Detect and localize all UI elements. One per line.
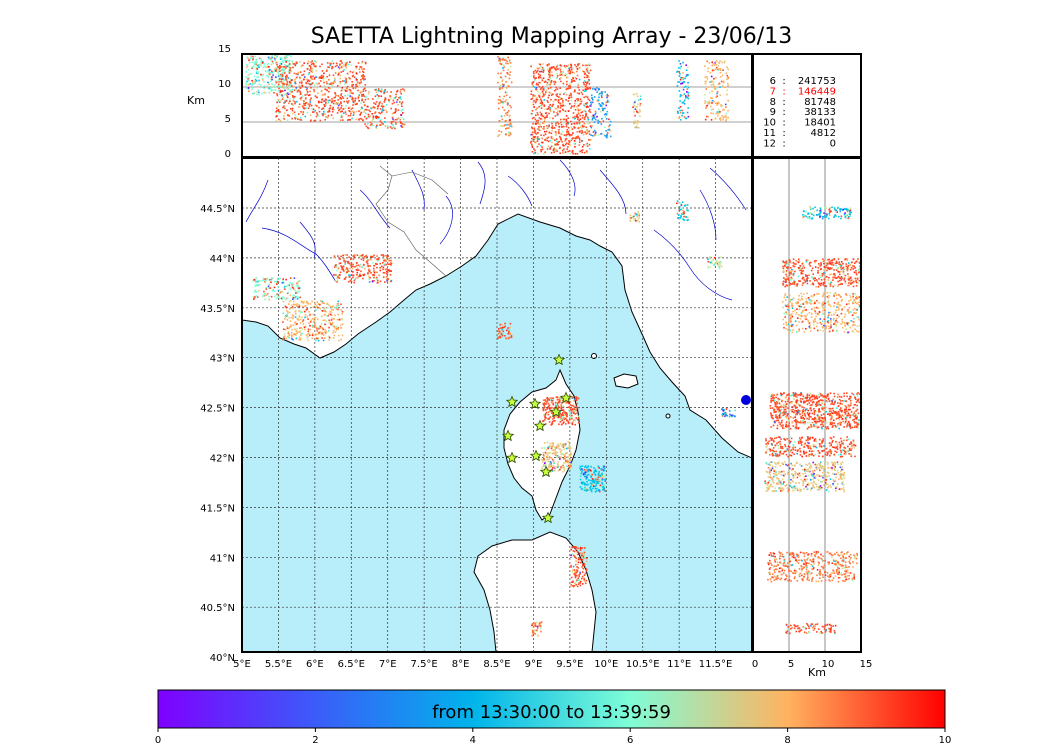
- latitude-label: 41.5°N: [200, 503, 235, 514]
- station-star-icon: [505, 395, 519, 408]
- longitude-label: 9°E: [525, 659, 543, 670]
- station-id: 11: [763, 128, 776, 139]
- map-graticule: [242, 158, 752, 652]
- altitude-lightning-sources: [245, 54, 730, 155]
- station-count-list: 6: 241753 7: 146449 8: 81748 9: 38133 10: 18401 11…: [763, 76, 836, 149]
- station-star-icon: [559, 391, 573, 404]
- colorbar-tick-label: 2: [312, 735, 318, 746]
- altitude-panel: Km 15 10 5 0: [187, 44, 753, 160]
- altitude-tick-label: 15: [218, 44, 231, 55]
- station-star-icon: [552, 353, 566, 366]
- station-separator: :: [782, 128, 785, 139]
- colorbar-tick-label: 0: [155, 735, 161, 746]
- capraia-island: [591, 353, 597, 359]
- colorbar-tick-label: 10: [939, 735, 952, 746]
- station-id: 9: [770, 107, 776, 118]
- longitude-label: 6°E: [306, 659, 324, 670]
- latitude-label: 41°N: [210, 553, 235, 564]
- station-id: 7: [770, 86, 776, 97]
- station-separator: :: [782, 97, 785, 108]
- latitude-label: 42°N: [210, 454, 235, 465]
- side-tick-label: 10: [822, 659, 835, 670]
- station-count: 81748: [804, 97, 836, 108]
- latitude-label: 44°N: [210, 254, 235, 265]
- country-borders: [375, 165, 449, 277]
- longitude-label: 7.5°E: [411, 659, 438, 670]
- lma-stations: [501, 353, 573, 524]
- station-star-icon: [529, 449, 543, 462]
- altitude-axis-label: Km: [187, 94, 205, 107]
- colorbar-tick-label: 8: [784, 735, 790, 746]
- station-id: 6: [770, 76, 776, 87]
- side-tick-label: 0: [752, 659, 758, 670]
- station-count-box: 6: 241753 7: 146449 8: 81748 9: 38133 10: 18401 11…: [752, 53, 862, 158]
- station-id: 8: [770, 97, 776, 108]
- altitude-tick-label: 5: [225, 114, 231, 125]
- station-star-icon: [541, 511, 555, 524]
- station-star-icon: [501, 429, 515, 442]
- longitude-label: 11°E: [667, 659, 691, 670]
- station-star-icon: [549, 405, 563, 418]
- longitude-label: 5°E: [233, 659, 251, 670]
- figure-title: SAETTA Lightning Mapping Array - 23/06/1…: [310, 24, 793, 49]
- latitude-label: 43.5°N: [200, 304, 235, 315]
- station-star-icon: [533, 419, 547, 432]
- colorbar-tick-label: 4: [470, 735, 476, 746]
- longitude-label: 10.5°E: [626, 659, 660, 670]
- station-count: 0: [830, 138, 836, 149]
- giglio-island: [665, 413, 671, 419]
- station-count: 146449: [798, 86, 836, 97]
- longitude-label: 10°E: [594, 659, 618, 670]
- longitude-label: 5.5°E: [265, 659, 292, 670]
- station-count: 38133: [804, 107, 836, 118]
- latitude-label: 40.5°N: [200, 603, 235, 614]
- longitude-label: 8.5°E: [483, 659, 510, 670]
- longitude-label: 8°E: [452, 659, 470, 670]
- station-star-icon: [539, 465, 553, 478]
- latitude-labels: 44.5°N 44°N 43.5°N 43°N 42.5°N 42°N 41.5°N 41°N…: [200, 204, 235, 664]
- station-id: 10: [763, 118, 776, 129]
- reference-marker: [741, 395, 751, 405]
- side-tick-label: 15: [860, 659, 873, 670]
- time-colorbar: 0 2 4 6 8 10: [155, 689, 952, 746]
- station-separator: :: [782, 76, 785, 87]
- side-lightning-sources: [764, 206, 861, 635]
- longitude-label: 7°E: [379, 659, 397, 670]
- colorbar-title: from 13:30:00 to 13:39:59: [432, 702, 671, 723]
- longitude-label: 6.5°E: [338, 659, 365, 670]
- map-lightning-sources: [252, 200, 736, 637]
- latitude-label: 42.5°N: [200, 404, 235, 415]
- station-separator: :: [782, 86, 785, 97]
- altitude-tick-label: 10: [218, 79, 231, 90]
- station-star-icon: [528, 397, 542, 410]
- station-separator: :: [782, 118, 785, 129]
- station-separator: :: [782, 107, 785, 118]
- longitude-label: 9.5°E: [556, 659, 583, 670]
- map-panel: 44.5°N 44°N 43.5°N 43°N 42.5°N 42°N 41.5°N 41°N…: [200, 157, 753, 670]
- rivers: [245, 159, 747, 301]
- longitude-labels: 5°E 5.5°E 6°E 6.5°E 7°E 7.5°E 8°E 8.5°E 9°E 9.5°E…: [233, 659, 732, 670]
- latitude-label: 40°N: [210, 653, 235, 664]
- station-star-icon: [505, 451, 519, 464]
- station-count: 18401: [804, 118, 836, 129]
- side-altitude-panel: 0 5 10 15 Km: [752, 157, 873, 679]
- colorbar-ticks: 0 2 4 6 8 10: [155, 728, 952, 746]
- altitude-tick-label: 0: [225, 149, 231, 160]
- latitude-label: 44.5°N: [200, 204, 235, 215]
- longitude-label: 11.5°E: [699, 659, 733, 670]
- colorbar-tick-label: 6: [627, 735, 633, 746]
- station-id: 12: [763, 138, 776, 149]
- elba-island: [613, 373, 639, 389]
- side-tick-label: 5: [788, 659, 794, 670]
- latitude-label: 43°N: [210, 354, 235, 365]
- side-axis-label: Km: [808, 666, 826, 679]
- station-count: 241753: [798, 76, 836, 87]
- station-separator: :: [782, 138, 785, 149]
- station-count: 4812: [811, 128, 836, 139]
